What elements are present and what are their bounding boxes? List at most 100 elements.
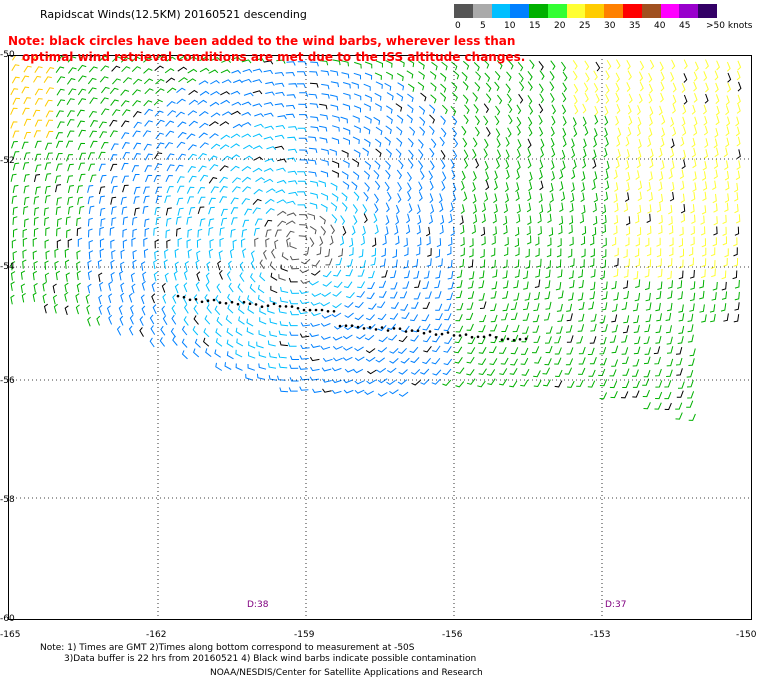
wind-barb (199, 174, 209, 182)
wind-barb (574, 104, 579, 115)
wind-barb (606, 60, 612, 70)
wind-barb (560, 191, 566, 202)
wind-barb (351, 225, 356, 236)
wind-barb (570, 193, 575, 203)
contamination-dot (338, 324, 342, 328)
wind-barb (375, 60, 384, 68)
wind-barb (475, 71, 482, 81)
wind-barb (165, 130, 175, 137)
wind-barb (699, 304, 705, 313)
wind-barb (600, 336, 607, 345)
wind-barb (733, 257, 739, 267)
wind-barb (481, 202, 486, 213)
contamination-dot (434, 333, 438, 336)
wind-barb (55, 140, 64, 148)
wind-barb (22, 259, 27, 269)
wind-barb (226, 351, 234, 360)
wind-barb (634, 336, 641, 345)
wind-barb (713, 203, 718, 213)
wind-barb (407, 182, 412, 193)
wind-barb (462, 137, 468, 148)
wind-barb (332, 336, 343, 341)
wind-barb (176, 185, 185, 193)
wind-barb (343, 334, 353, 340)
wind-barb (604, 105, 609, 116)
wind-barb (520, 357, 529, 365)
wind-barb (253, 188, 263, 195)
wind-barb (592, 203, 597, 213)
wind-barb (644, 268, 650, 278)
wind-barb (522, 313, 530, 321)
wind-barb (429, 193, 434, 204)
wind-barb (466, 302, 474, 310)
wind-barb (592, 159, 597, 169)
wind-barb (593, 137, 597, 148)
wind-barb (351, 181, 358, 191)
wind-barb (422, 301, 430, 309)
wind-barb (209, 121, 219, 127)
wind-barb (439, 225, 444, 235)
wind-barb (269, 330, 278, 337)
wind-barb (664, 380, 672, 388)
wind-barb (363, 126, 371, 135)
wind-barb (386, 115, 393, 124)
wind-barb (132, 89, 141, 96)
wind-barb (495, 128, 501, 138)
wind-barb (274, 239, 279, 249)
wind-barb (366, 314, 375, 321)
wind-barb (308, 171, 317, 177)
wind-barb (256, 373, 265, 380)
wind-barb (187, 68, 198, 74)
wind-barb (100, 141, 109, 149)
wind-barb (214, 349, 221, 358)
wind-barb (678, 304, 684, 313)
wind-barb (591, 227, 597, 237)
wind-barb (342, 356, 353, 361)
wind-barb (253, 156, 264, 161)
wind-barb (343, 92, 351, 100)
wind-barb (451, 61, 458, 71)
wind-barb (672, 94, 677, 105)
wind-barb (32, 292, 37, 302)
wind-barb (734, 226, 740, 236)
wind-barb (598, 368, 606, 377)
wind-barb (55, 163, 63, 171)
wind-barb (44, 272, 50, 282)
wind-barb (580, 192, 585, 203)
wind-barb (463, 191, 468, 202)
wind-barb (459, 215, 464, 225)
wind-barb (331, 389, 342, 394)
wind-barb (331, 193, 339, 202)
wind-barb (422, 357, 431, 365)
wind-barb (494, 170, 498, 181)
wind-barb (196, 250, 201, 260)
wind-barb (143, 195, 150, 204)
wind-barb (132, 249, 137, 260)
wind-barb (219, 185, 228, 193)
wind-barb (659, 61, 664, 72)
wind-barb (278, 363, 288, 369)
wind-barb (352, 136, 360, 145)
wind-barb (303, 246, 310, 256)
wind-barb (581, 248, 586, 258)
wind-barb (579, 214, 585, 224)
wind-barb (601, 259, 607, 269)
contamination-dot (320, 308, 324, 312)
wind-barb (321, 93, 330, 99)
wind-barb (188, 175, 197, 183)
wind-barb (44, 142, 52, 150)
wind-barb (374, 103, 382, 111)
wind-barb (588, 301, 595, 310)
wind-barb (252, 68, 263, 73)
wind-barb (595, 93, 600, 104)
wind-barb (267, 340, 276, 347)
wind-barb (637, 180, 643, 191)
wind-barb (230, 228, 236, 238)
wind-barb (53, 303, 58, 314)
wind-barb (254, 113, 264, 118)
wind-barb (661, 115, 666, 125)
wind-barb (188, 99, 199, 105)
wind-barb (331, 367, 342, 372)
wind-barb (42, 293, 47, 304)
wind-barb (120, 120, 130, 128)
